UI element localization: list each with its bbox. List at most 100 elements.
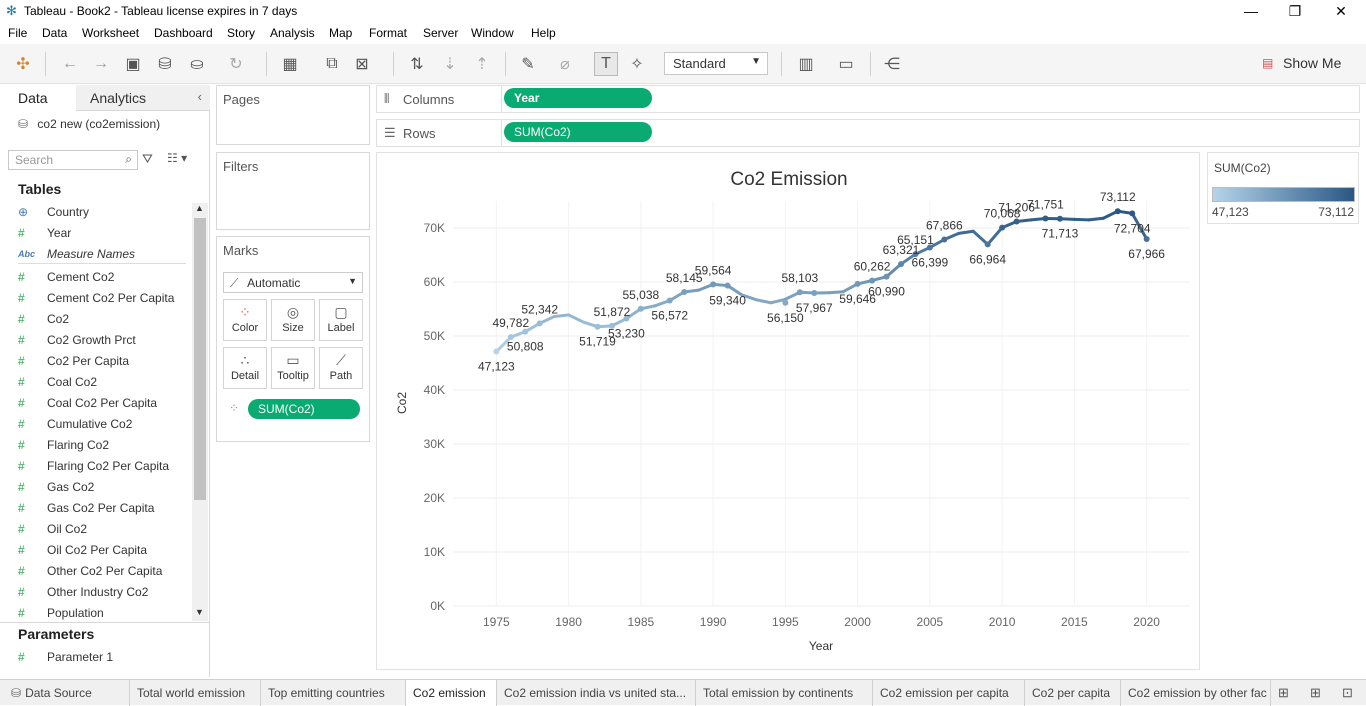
undo-icon[interactable]: ← xyxy=(58,52,82,76)
menu-map[interactable]: Map xyxy=(329,26,352,40)
presentation-mode-icon[interactable]: ▭ xyxy=(834,52,858,76)
field-label: Other Co2 Per Capita xyxy=(47,564,162,578)
size-button[interactable]: ◎Size xyxy=(271,299,315,341)
field-item[interactable]: #Co2 xyxy=(18,308,69,329)
menu-analysis[interactable]: Analysis xyxy=(270,26,315,40)
restore-button[interactable]: ❐ xyxy=(1272,0,1318,24)
field-item[interactable]: #Flaring Co2 xyxy=(18,434,109,455)
field-item[interactable]: #Co2 Per Capita xyxy=(18,350,129,371)
tab-co2-emission-by-other-factors[interactable]: Co2 emission by other fac xyxy=(1121,680,1271,706)
menu-data[interactable]: Data xyxy=(42,26,67,40)
tab-top-emitting-countries[interactable]: Top emitting countries xyxy=(261,680,406,706)
field-item[interactable]: #Gas Co2 Per Capita xyxy=(18,497,154,518)
tab-co2-emission-india-vs-us[interactable]: Co2 emission india vs united sta... xyxy=(497,680,696,706)
redo-icon[interactable]: → xyxy=(89,52,113,76)
scroll-up-icon[interactable]: ▲ xyxy=(195,203,204,213)
sort-descending-icon[interactable]: ⇡ xyxy=(470,52,494,76)
color-pill[interactable]: SUM(Co2) xyxy=(248,399,360,419)
rows-pill[interactable]: SUM(Co2) xyxy=(504,122,652,142)
field-item[interactable]: #Flaring Co2 Per Capita xyxy=(18,455,169,476)
search-input[interactable]: Search ⌕ xyxy=(8,150,138,170)
menu-server[interactable]: Server xyxy=(423,26,458,40)
label-button[interactable]: ▢Label xyxy=(319,299,363,341)
collapse-pane-icon[interactable]: ‹ xyxy=(198,89,202,104)
path-button[interactable]: ⟋Path xyxy=(319,347,363,389)
tab-total-world-emission[interactable]: Total world emission xyxy=(130,680,261,706)
menu-format[interactable]: Format xyxy=(369,26,407,40)
view-options-icon[interactable]: ☷ ▾ xyxy=(167,151,187,165)
duplicate-sheet-icon[interactable]: ⧉ xyxy=(320,52,344,76)
pause-updates-icon[interactable]: ⛀ xyxy=(185,52,209,76)
tab-data-source[interactable]: ⛁Data Source xyxy=(0,680,130,706)
show-mark-labels-icon[interactable]: T xyxy=(594,52,618,76)
color-legend[interactable]: SUM(Co2) 47,123 73,112 xyxy=(1207,152,1359,224)
menu-dashboard[interactable]: Dashboard xyxy=(154,26,213,40)
field-item[interactable]: #Other Industry Co2 xyxy=(18,581,148,602)
minimize-button[interactable]: — xyxy=(1228,0,1274,24)
field-item[interactable]: #Oil Co2 Per Capita xyxy=(18,539,147,560)
save-icon[interactable]: ▣ xyxy=(121,52,145,76)
scroll-down-icon[interactable]: ▼ xyxy=(195,607,204,617)
path-icon: ⟋ xyxy=(320,352,362,370)
mark-type-select[interactable]: ⟋ Automatic ▼ xyxy=(223,272,363,293)
share-icon[interactable]: ⋲ xyxy=(880,52,904,76)
tab-data[interactable]: Data xyxy=(0,85,76,111)
columns-pill[interactable]: Year xyxy=(504,88,652,108)
sort-ascending-icon[interactable]: ⇣ xyxy=(438,52,462,76)
detail-button[interactable]: ∴Detail xyxy=(223,347,267,389)
field-item[interactable]: #Oil Co2 xyxy=(18,518,87,539)
field-item[interactable]: #Coal Co2 Per Capita xyxy=(18,392,157,413)
menu-help[interactable]: Help xyxy=(531,26,556,40)
new-dashboard-icon[interactable]: ⊞ xyxy=(1310,685,1321,701)
field-item[interactable]: #Population xyxy=(18,602,104,623)
clear-sheet-icon[interactable]: ⊠ xyxy=(350,52,374,76)
tab-analytics[interactable]: Analytics ‹ xyxy=(76,85,210,111)
close-button[interactable]: ✕ xyxy=(1318,0,1364,24)
menu-story[interactable]: Story xyxy=(227,26,255,40)
tableau-home-icon[interactable]: ✣ xyxy=(11,52,35,76)
parameter-item[interactable]: # Parameter 1 xyxy=(18,646,113,667)
filters-card[interactable]: Filters xyxy=(216,152,370,230)
new-data-source-icon[interactable]: ⛁ xyxy=(153,52,177,76)
chart-title: Co2 Emission xyxy=(730,169,847,190)
field-label: Coal Co2 Per Capita xyxy=(47,396,157,410)
swap-rows-columns-icon[interactable]: ⇅ xyxy=(405,52,429,76)
tab-total-emission-by-continents[interactable]: Total emission by continents xyxy=(696,680,873,706)
field-item[interactable]: #Cement Co2 xyxy=(18,266,114,287)
detail-icon: ∴ xyxy=(224,352,266,370)
field-item[interactable]: #Cement Co2 Per Capita xyxy=(18,287,174,308)
tab-co2-emission-per-capita[interactable]: Co2 emission per capita xyxy=(873,680,1025,706)
field-item[interactable]: #Gas Co2 xyxy=(18,476,94,497)
group-members-icon[interactable]: ⌀ xyxy=(553,52,577,76)
measure-hash-icon: # xyxy=(18,417,47,431)
refresh-icon[interactable]: ↻ xyxy=(224,52,248,76)
field-divider xyxy=(18,263,186,264)
tab-co2-emission[interactable]: Co2 emission xyxy=(406,680,497,706)
tab-co2-per-capita[interactable]: Co2 per capita xyxy=(1025,680,1121,706)
scrollbar-thumb[interactable] xyxy=(194,218,206,500)
fix-axes-icon[interactable]: ✧ xyxy=(625,52,649,76)
field-item[interactable]: #Year xyxy=(18,222,71,243)
show-cards-icon[interactable]: ▥ xyxy=(794,52,818,76)
field-item[interactable]: ⊕Country xyxy=(18,201,89,222)
fit-select[interactable]: Standard ▼ xyxy=(664,52,768,75)
field-item[interactable]: #Coal Co2 xyxy=(18,371,97,392)
menu-worksheet[interactable]: Worksheet xyxy=(82,26,139,40)
menu-window[interactable]: Window xyxy=(471,26,514,40)
highlight-icon[interactable]: ✎ xyxy=(516,52,540,76)
filter-icon[interactable]: ⛛ xyxy=(142,151,153,167)
data-source-item[interactable]: ⛁ co2 new (co2emission) xyxy=(18,117,160,131)
menu-file[interactable]: File xyxy=(8,26,27,40)
new-story-icon[interactable]: ⊡ xyxy=(1342,685,1353,701)
new-worksheet-icon[interactable]: ▦ xyxy=(278,52,302,76)
field-item[interactable]: #Cumulative Co2 xyxy=(18,413,132,434)
tooltip-button[interactable]: ▭Tooltip xyxy=(271,347,315,389)
field-item[interactable]: #Co2 Growth Prct xyxy=(18,329,136,350)
field-item[interactable]: #Other Co2 Per Capita xyxy=(18,560,162,581)
color-button[interactable]: ⁘Color xyxy=(223,299,267,341)
show-me-button[interactable]: Show Me xyxy=(1283,55,1341,71)
measure-hash-icon: # xyxy=(18,312,47,326)
new-worksheet-icon[interactable]: ⊞ xyxy=(1278,685,1289,701)
pages-card[interactable]: Pages xyxy=(216,85,370,145)
